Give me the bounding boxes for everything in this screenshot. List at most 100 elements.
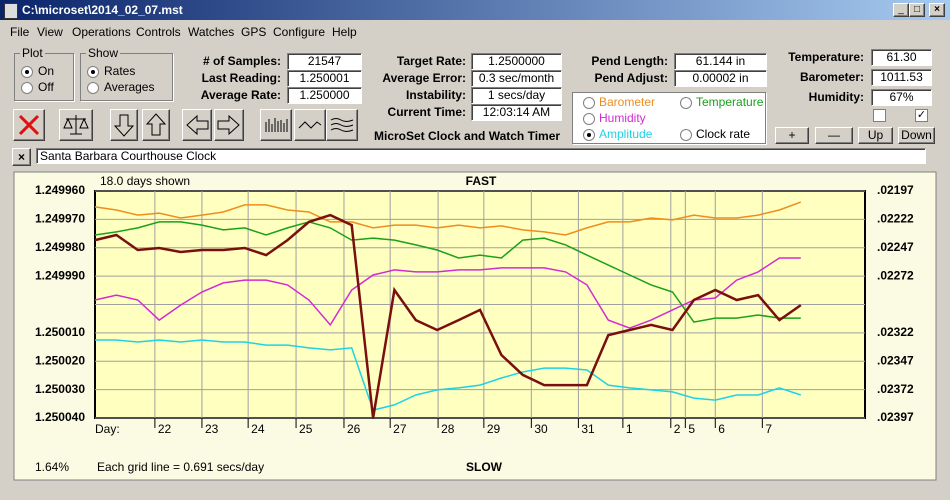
field-label: Humidity: bbox=[808, 90, 864, 104]
y2-tick-label: .02322 bbox=[877, 325, 914, 339]
radio-dot bbox=[25, 70, 29, 74]
multi-line-button[interactable] bbox=[326, 109, 358, 141]
close-button[interactable]: × bbox=[929, 3, 945, 17]
button[interactable]: + bbox=[775, 127, 809, 144]
left-arrow-button[interactable] bbox=[182, 109, 212, 141]
y-tick-label: 1.249960 bbox=[35, 183, 85, 197]
menu-item[interactable]: Watches bbox=[188, 25, 235, 39]
balance-button[interactable] bbox=[59, 109, 93, 141]
radio-button[interactable] bbox=[21, 82, 33, 94]
legend-entry[interactable]: Clock rate bbox=[696, 127, 751, 141]
x-tick-label: 26 bbox=[347, 422, 361, 436]
maximize-button[interactable]: □ bbox=[909, 3, 925, 17]
legend-entry[interactable]: Barometer bbox=[599, 95, 656, 109]
radio-button[interactable] bbox=[680, 129, 692, 141]
y2-tick-label: .02222 bbox=[877, 212, 914, 226]
x-tick-label: 1 bbox=[626, 422, 633, 436]
field-value: 21547 bbox=[287, 53, 362, 70]
left-arrow-icon bbox=[186, 114, 209, 136]
field-label: Pend Adjust: bbox=[594, 71, 668, 85]
field-label: # of Samples: bbox=[202, 54, 281, 68]
down-arrow-button[interactable] bbox=[110, 109, 138, 141]
radio-button[interactable] bbox=[680, 97, 692, 109]
field-label: Current Time: bbox=[387, 105, 466, 119]
field-value: 12:03:14 AM bbox=[471, 104, 562, 121]
button[interactable]: Up bbox=[858, 127, 893, 144]
balance-icon bbox=[63, 115, 89, 135]
field-value: 61.30 bbox=[871, 49, 932, 66]
button[interactable]: Down bbox=[898, 127, 935, 144]
multi-line-icon bbox=[330, 118, 354, 132]
minimize-button[interactable]: _ bbox=[893, 3, 909, 17]
y-tick-label: 1.250040 bbox=[35, 410, 85, 424]
field-value: 67% bbox=[871, 89, 932, 106]
legend-entry[interactable]: Temperature bbox=[696, 95, 764, 109]
field-value: 1 secs/day bbox=[471, 87, 562, 104]
radio-label[interactable]: On bbox=[38, 64, 55, 78]
field-label: Barometer: bbox=[799, 70, 864, 84]
checkbox[interactable] bbox=[873, 109, 886, 122]
radio-button[interactable] bbox=[21, 66, 33, 78]
radio-button[interactable] bbox=[583, 97, 595, 109]
menu-item[interactable]: GPS bbox=[241, 25, 267, 39]
x-tick-label: 28 bbox=[441, 422, 455, 436]
y-tick-label: 1.250010 bbox=[35, 325, 85, 339]
y2-tick-label: .02347 bbox=[877, 353, 914, 367]
field-label: Temperature: bbox=[788, 50, 864, 64]
menu-item[interactable]: Operations bbox=[72, 25, 131, 39]
menu-item[interactable]: Help bbox=[332, 25, 357, 39]
left-footer: 1.64% bbox=[35, 460, 69, 474]
radio-button[interactable] bbox=[87, 66, 99, 78]
stop-icon bbox=[18, 114, 40, 136]
x-tick-label: 5 bbox=[688, 422, 695, 436]
title-bar: C:\microset\2014_02_07.mst _ □ × bbox=[0, 0, 950, 20]
up-arrow-button[interactable] bbox=[142, 109, 170, 141]
radio-label[interactable]: Averages bbox=[104, 80, 155, 94]
checkbox[interactable]: ✓ bbox=[915, 109, 928, 122]
radio-button[interactable] bbox=[583, 129, 595, 141]
menu-item[interactable]: Configure bbox=[273, 25, 326, 39]
histogram-button[interactable] bbox=[260, 109, 292, 141]
x-tick-label: 29 bbox=[487, 422, 501, 436]
field-value: 1011.53 bbox=[871, 69, 932, 86]
days-shown: 18.0 days shown bbox=[100, 174, 190, 188]
field-label: Last Reading: bbox=[201, 71, 281, 85]
field-value: 1.2500000 bbox=[471, 53, 562, 70]
legend-entry[interactable]: Amplitude bbox=[599, 127, 653, 141]
series-line bbox=[94, 213, 802, 419]
radio-button[interactable] bbox=[583, 113, 595, 125]
y-tick-label: 1.249990 bbox=[35, 268, 85, 282]
clear-watch-button[interactable]: × bbox=[12, 148, 31, 166]
legend-entry[interactable]: Humidity bbox=[599, 111, 646, 125]
watch-name-field[interactable]: Santa Barbara Courthouse Clock bbox=[36, 148, 926, 164]
y2-tick-label: .02197 bbox=[877, 183, 914, 197]
field-value: 1.250001 bbox=[287, 70, 362, 87]
radio-label[interactable]: Off bbox=[38, 80, 54, 94]
line-plot-button[interactable] bbox=[294, 109, 326, 141]
button[interactable]: — bbox=[815, 127, 853, 144]
x-tick-label: 22 bbox=[158, 422, 172, 436]
right-arrow-button[interactable] bbox=[214, 109, 244, 141]
field-label: Average Error: bbox=[382, 71, 466, 85]
menu-item[interactable]: File bbox=[10, 25, 30, 39]
y-tick-label: 1.249980 bbox=[35, 240, 85, 254]
app-icon bbox=[4, 3, 18, 19]
histogram-icon bbox=[265, 118, 288, 132]
up-arrow-icon bbox=[145, 113, 167, 136]
y2-tick-label: .02372 bbox=[877, 382, 914, 396]
menu-item[interactable]: Controls bbox=[136, 25, 181, 39]
series-line bbox=[94, 201, 802, 236]
x-tick-label: 30 bbox=[534, 422, 548, 436]
x-tick-label: 2 bbox=[674, 422, 681, 436]
radio-button[interactable] bbox=[87, 82, 99, 94]
radio-label[interactable]: Rates bbox=[104, 64, 136, 78]
series-selector bbox=[572, 92, 766, 144]
x-tick-label: 31 bbox=[581, 422, 595, 436]
stop-button[interactable] bbox=[13, 109, 45, 141]
bottom-label: SLOW bbox=[466, 460, 503, 474]
x-tick-label: 27 bbox=[393, 422, 407, 436]
field-value: 61.144 in bbox=[674, 53, 767, 70]
menu-item[interactable]: View bbox=[37, 25, 63, 39]
